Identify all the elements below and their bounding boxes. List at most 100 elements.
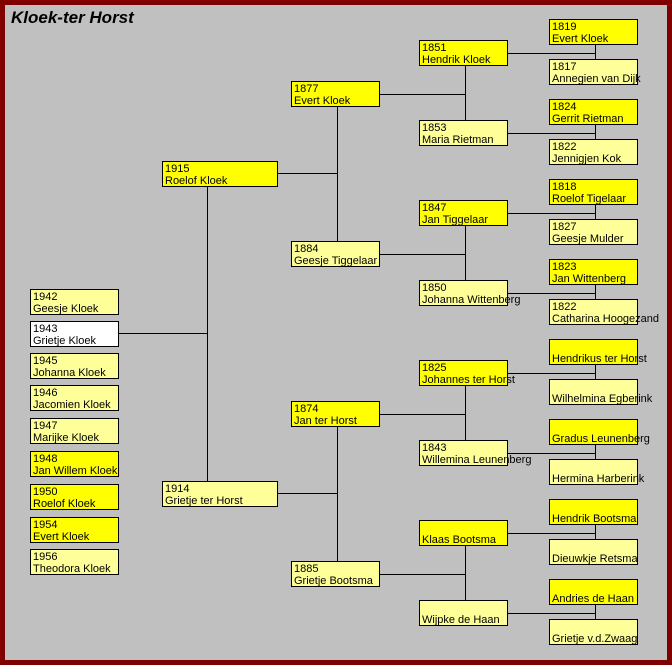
person-box[interactable]: Klaas Bootsma (419, 520, 508, 546)
person-box[interactable]: 1884 Geesje Tiggelaar (291, 241, 380, 267)
birth-year: 1945 (33, 355, 58, 367)
person-box[interactable]: 1850 Johanna Wittenberg (419, 280, 520, 306)
person-name: Geesje Kloek (33, 303, 99, 315)
person-name: Hendrik Bootsma (552, 513, 637, 525)
person-box[interactable]: Gradus Leunenberg (549, 419, 650, 445)
person-name: Johannes ter Horst (422, 374, 515, 386)
person-box[interactable]: 1874 Jan ter Horst (291, 401, 380, 427)
birth-year: 1853 (422, 122, 447, 134)
connector-line (508, 613, 595, 614)
person-box[interactable]: 1822 Catharina Hoogezand (549, 299, 660, 325)
connector-line (508, 53, 595, 54)
person-box[interactable]: Hendrik Bootsma (549, 499, 638, 525)
person-name: Catharina Hoogezand (552, 313, 660, 325)
connector-line (508, 293, 595, 294)
birth-year (552, 461, 635, 473)
connector-line (465, 386, 466, 440)
connector-line (278, 173, 337, 174)
birth-year: 1956 (33, 551, 58, 563)
person-name: Annegien van Dijk (552, 73, 641, 85)
connector-line (595, 45, 596, 59)
connector-line (595, 525, 596, 539)
birth-year: 1884 (294, 243, 319, 255)
person-box[interactable]: Wijpke de Haan (419, 600, 508, 626)
connector-line (595, 125, 596, 139)
person-name: Jan ter Horst (294, 415, 357, 427)
person-box[interactable]: 1853 Maria Rietman (419, 120, 508, 146)
person-box[interactable]: 1950 Roelof Kloek (30, 484, 119, 510)
person-name: Jan Tiggelaar (422, 214, 489, 226)
person-box[interactable]: 1947 Marijke Kloek (30, 418, 119, 444)
birth-year: 1850 (422, 282, 447, 294)
person-box[interactable]: 1954 Evert Kloek (30, 517, 119, 543)
person-box[interactable]: 1818 Roelof Tigelaar (549, 179, 638, 205)
person-name: Johanna Kloek (33, 367, 106, 379)
person-box[interactable]: 1914 Grietje ter Horst (162, 481, 278, 507)
birth-year: 1948 (33, 453, 58, 465)
person-name: Grietje ter Horst (165, 495, 243, 507)
person-name: Roelof Kloek (165, 175, 228, 187)
person-box[interactable]: 1948 Jan Willem Kloek (30, 451, 119, 477)
person-box[interactable]: 1942 Geesje Kloek (30, 289, 119, 315)
connector-line (465, 546, 466, 600)
person-box[interactable]: Hermina Harberink (549, 459, 645, 485)
person-box[interactable]: 1945 Johanna Kloek (30, 353, 119, 379)
birth-year: 1818 (552, 181, 577, 193)
chart-title: Kloek-ter Horst (11, 8, 134, 27)
connector-line (337, 107, 338, 241)
person-box[interactable]: 1822 Jennigjen Kok (549, 139, 638, 165)
person-box[interactable]: 1823 Jan Wittenberg (549, 259, 638, 285)
person-name: Jennigjen Kok (552, 153, 622, 165)
birth-year: 1946 (33, 387, 58, 399)
birth-year: 1915 (165, 163, 190, 175)
birth-year (552, 501, 635, 513)
person-box[interactable]: 1943 Grietje Kloek (30, 321, 119, 347)
person-box[interactable]: Dieuwkje Retsma (549, 539, 638, 565)
birth-year (552, 381, 635, 393)
person-name: Klaas Bootsma (422, 534, 496, 546)
connector-line (508, 373, 595, 374)
birth-year: 1827 (552, 221, 577, 233)
person-box[interactable]: 1847 Jan Tiggelaar (419, 200, 508, 226)
person-name: Evert Kloek (33, 531, 90, 543)
birth-year: 1851 (422, 42, 447, 54)
birth-year (422, 522, 505, 534)
person-box[interactable]: Hendrikus ter Horst (549, 339, 647, 365)
person-box[interactable]: Andries de Haan (549, 579, 638, 605)
birth-year (552, 621, 635, 633)
person-box[interactable]: 1946 Jacomien Kloek (30, 385, 119, 411)
person-box[interactable]: 1877 Evert Kloek (291, 81, 380, 107)
person-name: Geesje Mulder (552, 233, 624, 245)
person-box[interactable]: 1817 Annegien van Dijk (549, 59, 641, 85)
person-name: Roelof Kloek (33, 498, 96, 510)
person-box[interactable]: 1825 Johannes ter Horst (419, 360, 515, 386)
birth-year: 1824 (552, 101, 577, 113)
person-name: Grietje Bootsma (294, 575, 373, 587)
person-name: Dieuwkje Retsma (552, 553, 638, 565)
connector-line (508, 133, 595, 134)
person-box[interactable]: 1824 Gerrit Rietman (549, 99, 638, 125)
connector-line (508, 533, 595, 534)
connector-line (595, 605, 596, 619)
person-name: Hermina Harberink (552, 473, 645, 485)
birth-year: 1823 (552, 261, 577, 273)
person-name: Gerrit Rietman (552, 113, 624, 125)
person-box[interactable]: 1851 Hendrik Kloek (419, 40, 508, 66)
birth-year: 1877 (294, 83, 319, 95)
person-box[interactable]: Grietje v.d.Zwaag (549, 619, 638, 645)
person-box[interactable]: 1915 Roelof Kloek (162, 161, 278, 187)
connector-line (380, 574, 465, 575)
birth-year: 1847 (422, 202, 447, 214)
person-box[interactable]: 1956 Theodora Kloek (30, 549, 119, 575)
person-box[interactable]: Wilhelmina Egberink (549, 379, 652, 405)
connector-line (380, 254, 465, 255)
connector-line (595, 445, 596, 459)
person-box[interactable]: 1885 Grietje Bootsma (291, 561, 380, 587)
person-name: Andries de Haan (552, 593, 634, 605)
birth-year: 1954 (33, 519, 58, 531)
person-box[interactable]: 1827 Geesje Mulder (549, 219, 638, 245)
person-name: Grietje Kloek (33, 335, 96, 347)
person-box[interactable]: 1819 Evert Kloek (549, 19, 638, 45)
person-box[interactable]: 1843 Willemina Leunenberg (419, 440, 531, 466)
